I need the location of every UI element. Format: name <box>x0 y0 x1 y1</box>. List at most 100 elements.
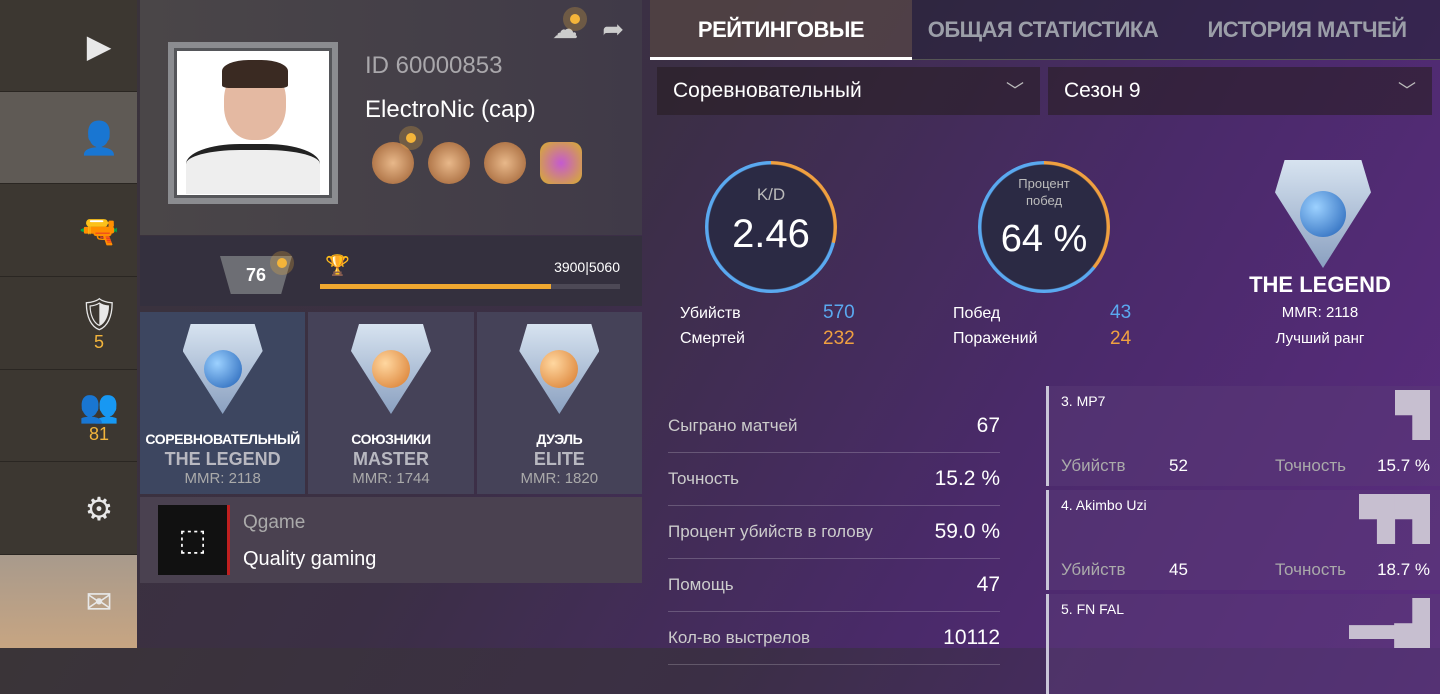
tab-match-history[interactable]: ИСТОРИЯ МАТЧЕЙ <box>1207 17 1407 42</box>
weapon-name: 5. FN FAL <box>1061 601 1125 617</box>
rank-card-duel[interactable]: ДУЭЛЬ ELITE MMR: 1820 <box>476 312 642 494</box>
rank-mode: СОРЕВНОВАТЕЛЬНЫЙ <box>145 431 300 447</box>
rank-name: ELITE <box>533 449 585 469</box>
profile-icon: 👤 <box>79 119 119 156</box>
weapon-kills: 45 <box>1169 560 1188 579</box>
kills-label: Убийств <box>680 305 741 322</box>
rank-card-allies[interactable]: СОЮЗНИКИ MASTER MMR: 1744 <box>308 312 474 494</box>
sidebar-ranks[interactable]: 🛡 5 <box>0 278 137 370</box>
rank-name: MASTER <box>352 449 429 469</box>
deaths-value: 232 <box>823 328 855 349</box>
weapon-card[interactable]: 5. FN FAL ▬▟ <box>1046 594 1440 694</box>
stat-list: Сыграно матчей 67 Точность 15.2 % Процент уб… <box>668 400 1000 665</box>
stats-panel: РЕЙТИНГОВЫЕ ОБЩАЯ СТАТИСТИКА ИСТОРИЯ МАТ… <box>650 0 1440 694</box>
share-icon[interactable]: ➦ <box>602 14 624 44</box>
losses-value: 24 <box>1110 328 1132 349</box>
sidebar: ▶ 👤 🔫 🛡 5 👥 81 ⚙ ✉ <box>0 0 137 648</box>
sidebar-mail[interactable]: ✉ <box>0 555 137 648</box>
rank-emblem-icon <box>519 324 600 414</box>
season-select[interactable]: Сезон 9 ﹀ <box>1048 67 1432 115</box>
stat-label: Кол-во выстрелов <box>668 628 811 647</box>
rank-mode: ДУЭЛЬ <box>536 431 583 447</box>
clan-logo: ⬚ <box>158 505 230 575</box>
stat-row: Сыграно матчей 67 <box>668 400 1000 453</box>
xp-text: 3900|5060 <box>554 259 620 275</box>
rank-emblem-icon <box>182 324 263 414</box>
best-rank-emblem-icon <box>1275 160 1371 268</box>
winrate-value: 64 % <box>1000 218 1088 260</box>
kd-ring: K/D 2.46 <box>705 161 837 293</box>
chevron-down-icon: ﹀ <box>1006 81 1024 101</box>
pistol-icon: 🔫 <box>79 212 119 249</box>
winrate-ring: Процент побед 64 % <box>978 161 1110 293</box>
notification-dot <box>277 258 287 268</box>
clan-card[interactable]: ⬚ Qgame Quality gaming <box>140 497 642 583</box>
ranks-count: 5 <box>93 331 104 352</box>
achievement-badge[interactable] <box>484 142 526 184</box>
achievement-badge-paw[interactable] <box>540 142 582 184</box>
level-bar: 76 🏆 3900|5060 <box>140 236 642 306</box>
best-rank-name: THE LEGEND <box>1249 272 1391 297</box>
tab-general-stats[interactable]: ОБЩАЯ СТАТИСТИКА <box>927 17 1159 42</box>
clan-tag: Qgame <box>243 512 306 533</box>
stat-row: Точность 15.2 % <box>668 453 1000 506</box>
rank-card-competitive[interactable]: СОРЕВНОВАТЕЛЬНЫЙ THE LEGEND MMR: 2118 <box>140 312 306 494</box>
kills-value: 570 <box>823 302 855 323</box>
stat-label: Процент убийств в голову <box>668 522 873 541</box>
kd-value: 2.46 <box>732 212 810 256</box>
akimbo-uzi-icon: ▜▜ <box>1359 494 1430 544</box>
weapon-name: 4. Akimbo Uzi <box>1061 497 1147 513</box>
sidebar-settings[interactable]: ⚙ <box>0 463 137 555</box>
clan-name: Quality gaming <box>243 548 377 570</box>
sidebar-weapons[interactable]: 🔫 <box>0 185 137 277</box>
notification-dot <box>570 14 580 24</box>
rank-name: THE LEGEND <box>164 449 281 469</box>
weapon-card[interactable]: 4. Akimbo Uzi ▜▜ Убийств 45 Точность 18.… <box>1046 490 1440 590</box>
best-rank-label: Лучший ранг <box>1275 330 1365 347</box>
mail-icon: ✉ <box>85 583 113 620</box>
rank-emblem-icon <box>350 324 431 414</box>
achievement-badge[interactable] <box>372 142 414 184</box>
weapon-accuracy-label: Точность <box>1275 560 1346 579</box>
sidebar-profile[interactable]: 👤 <box>0 92 137 184</box>
weapon-accuracy: 18.7 % <box>1377 560 1430 579</box>
avatar[interactable] <box>168 42 338 204</box>
xp-progress <box>320 284 620 289</box>
tab-ranked[interactable]: РЕЙТИНГОВЫЕ <box>650 0 912 60</box>
stat-value: 67 <box>976 414 1000 437</box>
chevron-down-icon: ﹀ <box>1398 81 1416 101</box>
mode-select[interactable]: Соревновательный ﹀ <box>657 67 1040 115</box>
weapon-kills: 52 <box>1169 456 1188 475</box>
losses-label: Поражений <box>953 330 1038 347</box>
profile-header: ☁ ➦ ID 60000853 ElectroNic (cap) <box>140 0 642 235</box>
deaths-label: Смертей <box>680 330 745 347</box>
rank-mode: СОЮЗНИКИ <box>351 431 431 447</box>
weapon-accuracy: 15.7 % <box>1377 456 1430 475</box>
sidebar-friends[interactable]: 👥 81 <box>0 370 137 462</box>
rank-mmr: MMR: 1820 <box>520 470 599 487</box>
rank-mmr: MMR: 2118 <box>184 470 261 487</box>
sidebar-play[interactable]: ▶ <box>0 0 137 92</box>
tab-bar: РЕЙТИНГОВЫЕ ОБЩАЯ СТАТИСТИКА ИСТОРИЯ МАТ… <box>650 0 1440 60</box>
weapon-name: 3. MP7 <box>1061 393 1106 409</box>
settings-gear-icon: ⚙ <box>84 490 114 527</box>
achievement-badge[interactable] <box>428 142 470 184</box>
stat-row: Помощь 47 <box>668 559 1000 612</box>
weapon-kills-label: Убийств <box>1061 456 1126 475</box>
rank-shield-icon: 🛡 <box>79 295 119 332</box>
player-name: ElectroNic (cap) <box>365 96 536 123</box>
rank-cards: СОРЕВНОВАТЕЛЬНЫЙ THE LEGEND MMR: 2118 СО… <box>140 312 642 494</box>
stat-label: Точность <box>668 469 739 488</box>
trophy-icon: 🏆 <box>325 255 350 277</box>
notification-dot <box>406 133 416 143</box>
stat-value: 10112 <box>943 626 1000 649</box>
stat-row: Кол-во выстрелов 10112 <box>668 612 1000 665</box>
friends-count: 81 <box>88 423 110 444</box>
friends-icon: 👥 <box>79 387 119 424</box>
stat-label: Сыграно матчей <box>668 416 798 435</box>
play-icon: ▶ <box>86 27 112 64</box>
wins-value: 43 <box>1110 302 1132 323</box>
weapon-card[interactable]: 3. MP7 ▜ Убийств 52 Точность 15.7 % <box>1046 386 1440 486</box>
player-id: ID 60000853 <box>365 52 503 79</box>
weapon-kills-label: Убийств <box>1061 560 1126 579</box>
